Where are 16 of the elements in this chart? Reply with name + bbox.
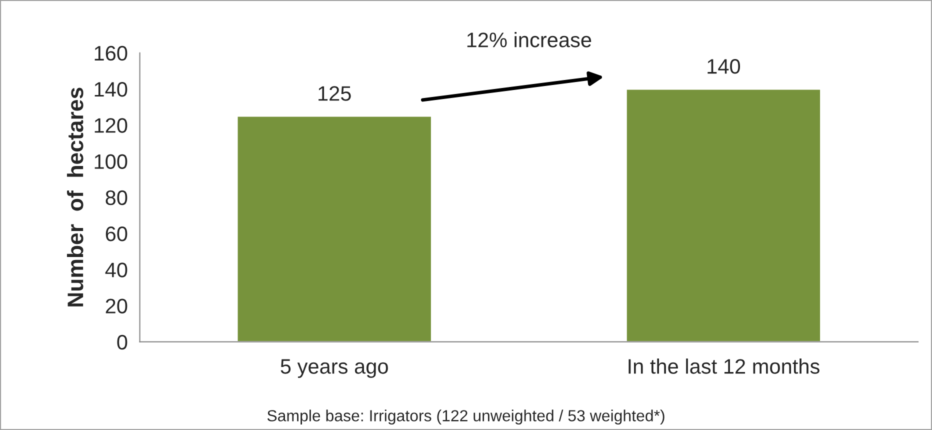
- data-label: 140: [708, 59, 740, 74]
- text: 12% increase: [467, 32, 592, 48]
- data-label: 125: [318, 86, 351, 101]
- y-tick-label: 20: [106, 298, 128, 314]
- y-tick-label: 120: [94, 118, 128, 133]
- y-tick-label: 140: [94, 82, 128, 97]
- x-tick-label: In the last 12 months: [628, 358, 820, 374]
- y-tick-label: 160: [94, 46, 128, 61]
- y-tick-label: 100: [94, 154, 128, 170]
- y-tick-label: 0: [117, 334, 128, 350]
- x-tick-label: 5 years ago: [280, 359, 388, 378]
- text: Sample base: Irrigators (122 unweighted / 53 weighted*): [267, 410, 664, 425]
- y-axis-title: Number of hectares: [66, 88, 84, 306]
- y-tick-label: 80: [106, 190, 128, 206]
- y-tick-label: 60: [106, 226, 128, 242]
- y-tick-label: 40: [105, 262, 128, 278]
